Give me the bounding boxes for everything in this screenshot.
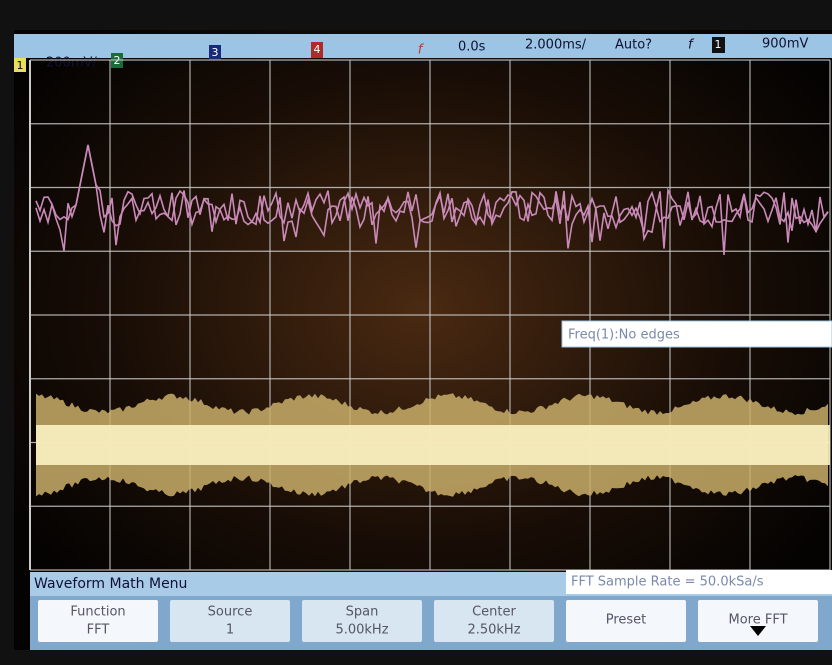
menu-title: Waveform Math Menu: [34, 576, 187, 592]
softkey-label: Span: [346, 605, 379, 620]
trigger-source: 1: [715, 38, 722, 51]
softkey-value: 1: [226, 623, 234, 638]
softkey-label: Center: [472, 605, 516, 620]
ch1-scale: 200mV/: [46, 56, 97, 71]
softkey-label: Function: [70, 605, 125, 620]
softkey-value: 5.00kHz: [335, 623, 388, 638]
softkey-label: More FFT: [728, 613, 787, 628]
menu-info: FFT Sample Rate = 50.0kSa/s: [571, 575, 764, 590]
time-delay: 0.0s: [458, 40, 486, 55]
oscilloscope-screen: 1 200mV/ 2 3 4 f 0.0s 2.000ms/ Auto? f 1…: [0, 0, 832, 665]
signal-core: [36, 425, 830, 465]
status-bar: [14, 34, 832, 58]
display: 1 200mV/ 2 3 4 f 0.0s 2.000ms/ Auto? f 1…: [0, 0, 832, 665]
ch4-label: 4: [314, 43, 321, 56]
trigger-mode: Auto?: [615, 38, 652, 53]
ch1-marker: 1: [17, 59, 24, 72]
measurement-text: Freq(1):No edges: [568, 328, 680, 343]
ch3-label: 3: [212, 46, 219, 59]
softkey-value: FFT: [87, 623, 110, 638]
softkey-label: Source: [208, 605, 253, 620]
time-scale: 2.000ms/: [525, 38, 587, 53]
trigger-level: 900mV: [762, 37, 808, 52]
softkey-label: Preset: [606, 613, 647, 628]
softkey-value: 2.50kHz: [467, 623, 520, 638]
